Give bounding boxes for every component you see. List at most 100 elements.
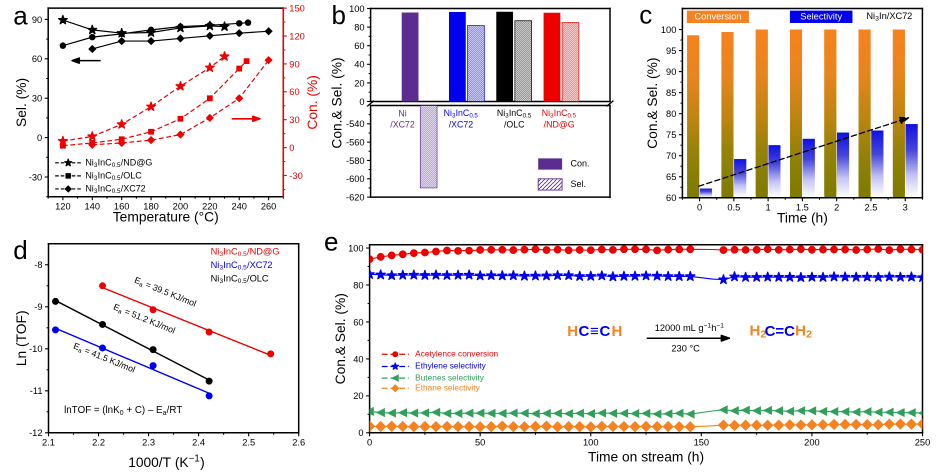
svg-text:Time on stream (h): Time on stream (h) — [588, 449, 704, 464]
svg-text:60: 60 — [353, 317, 363, 327]
svg-text:20: 20 — [354, 78, 364, 88]
svg-text:Ethane selectivity: Ethane selectivity — [415, 382, 480, 392]
svg-text:2.6: 2.6 — [292, 438, 305, 448]
svg-text:Con.& Sel. (%): Con.& Sel. (%) — [333, 293, 348, 384]
svg-text:-540: -540 — [346, 119, 365, 129]
svg-text:90: 90 — [32, 15, 42, 25]
svg-text:N i I n: N i I n C 3 0 . 5 — [542, 103, 577, 121]
svg-text:H 2: H 2 — [795, 322, 812, 340]
svg-text:0.5: 0.5 — [727, 203, 740, 213]
svg-text:/XC72: /XC72 — [449, 119, 474, 129]
svg-text:90: 90 — [666, 67, 676, 77]
svg-text:-12: -12 — [29, 428, 42, 438]
svg-text:50: 50 — [475, 438, 485, 448]
svg-text:Time (h): Time (h) — [777, 210, 828, 225]
svg-text:1 2 0 0: 1 2 0 0 0 m L g h − 1 − 1 — [655, 315, 725, 335]
svg-text:120: 120 — [289, 31, 305, 41]
svg-text:Con.& Sel. (%): Con.& Sel. (%) — [330, 57, 345, 148]
svg-text:a: a — [13, 1, 28, 31]
svg-text:H: H — [567, 323, 578, 340]
svg-text:150: 150 — [289, 3, 305, 13]
svg-text:C=C: C=C — [765, 323, 796, 340]
svg-text:0: 0 — [367, 438, 372, 448]
svg-text:100: 100 — [661, 25, 677, 35]
svg-text:Selectivity: Selectivity — [800, 11, 842, 21]
svg-text:250: 250 — [915, 438, 931, 448]
svg-text:-11: -11 — [30, 386, 43, 396]
svg-text:60: 60 — [32, 54, 42, 64]
svg-text:2.1: 2.1 — [42, 438, 55, 448]
svg-text:220: 220 — [202, 201, 218, 211]
svg-text:N i I n: N i I n C / X C 7 2 3 0 . 5 — [85, 179, 150, 197]
svg-text:60: 60 — [666, 193, 676, 203]
svg-text:C: C — [578, 323, 589, 340]
svg-text:Ni: Ni — [398, 108, 406, 118]
svg-text:20: 20 — [353, 391, 363, 401]
svg-text:3: 3 — [903, 203, 908, 213]
svg-text:230 °C: 230 °C — [671, 344, 700, 354]
svg-text:N i I n: N i I n C / N D @ G 3 0 . 5 — [85, 152, 157, 170]
svg-text:Ln (TOF): Ln (TOF) — [14, 310, 29, 366]
svg-text:140: 140 — [85, 201, 101, 211]
svg-text:90: 90 — [289, 59, 299, 69]
svg-text:-10: -10 — [29, 344, 42, 354]
svg-text:2: 2 — [834, 203, 839, 213]
svg-text:N i I n: N i I n C / N D @ G 3 0 . 5 — [211, 242, 284, 260]
svg-text:-620: -620 — [346, 192, 365, 202]
svg-text:≡: ≡ — [590, 323, 599, 340]
svg-text:-600: -600 — [346, 174, 365, 184]
svg-text:30: 30 — [32, 94, 42, 104]
svg-text:0: 0 — [697, 203, 702, 213]
svg-text:60: 60 — [354, 41, 364, 51]
svg-text:N i I n: N i I n C / X C 7 2 3 0 . 5 — [211, 255, 277, 273]
svg-text:1: 1 — [766, 203, 771, 213]
svg-text:Butenes selectivity: Butenes selectivity — [415, 372, 485, 382]
svg-text:160: 160 — [114, 201, 130, 211]
svg-text:85: 85 — [666, 88, 676, 98]
svg-text:150: 150 — [694, 438, 710, 448]
svg-text:2.2: 2.2 — [92, 438, 105, 448]
svg-text:Temperature (°C): Temperature (°C) — [113, 209, 219, 224]
svg-text:E =: E = 4 1 . 5 K J / m o l a — [71, 336, 142, 378]
svg-text:N i I n: N i I n C / O L C 3 0 . 5 — [211, 268, 273, 286]
svg-text:260: 260 — [261, 201, 277, 211]
svg-text:C: C — [599, 323, 610, 340]
svg-text:E =: E = 5 1 . 2 K J / m o l a — [111, 297, 182, 339]
svg-text:60: 60 — [289, 87, 299, 97]
svg-text:d: d — [13, 235, 27, 265]
svg-text:H 2: H 2 — [750, 322, 767, 340]
svg-text:240: 240 — [231, 201, 247, 211]
svg-text:-9: -9 — [34, 302, 42, 312]
svg-text:0: 0 — [358, 428, 363, 438]
svg-text:100: 100 — [348, 243, 364, 253]
svg-text:2.4: 2.4 — [192, 438, 205, 448]
svg-text:Con.: Con. — [570, 158, 589, 168]
svg-text:E =: E = 3 9 . 5 K J / m o l a — [132, 270, 203, 312]
svg-text:0: 0 — [37, 133, 42, 143]
svg-text:Acetylence conversion: Acetylence conversion — [415, 348, 498, 358]
svg-text:N i I n: N i I n C / O L C 3 0 . 5 — [85, 166, 146, 184]
svg-text:75: 75 — [666, 130, 676, 140]
svg-text:b: b — [332, 0, 346, 30]
svg-text:H: H — [611, 323, 622, 340]
svg-text:120: 120 — [55, 201, 71, 211]
svg-text:80: 80 — [353, 280, 363, 290]
svg-text:0: 0 — [359, 97, 364, 107]
svg-text:80: 80 — [354, 22, 364, 32]
svg-text:/OLC: /OLC — [504, 119, 525, 129]
svg-text:40: 40 — [353, 354, 363, 364]
svg-text:1.5: 1.5 — [796, 203, 809, 213]
svg-text:2.5: 2.5 — [865, 203, 878, 213]
svg-text:-30: -30 — [29, 172, 42, 182]
svg-text:0: 0 — [289, 143, 294, 153]
svg-text:Ethylene selectivity: Ethylene selectivity — [415, 361, 486, 371]
svg-text:2.3: 2.3 — [142, 438, 155, 448]
svg-text:Con.& Sel. (%): Con.& Sel. (%) — [645, 58, 660, 149]
svg-text:Sel. (%): Sel. (%) — [14, 78, 29, 127]
svg-text:70: 70 — [666, 151, 676, 161]
svg-text:30: 30 — [289, 115, 299, 125]
svg-text:N i I n: N i I n C 3 0 . 5 — [444, 103, 479, 121]
svg-text:200: 200 — [804, 438, 820, 448]
svg-text:-580: -580 — [346, 156, 365, 166]
svg-text:-560: -560 — [346, 138, 365, 148]
